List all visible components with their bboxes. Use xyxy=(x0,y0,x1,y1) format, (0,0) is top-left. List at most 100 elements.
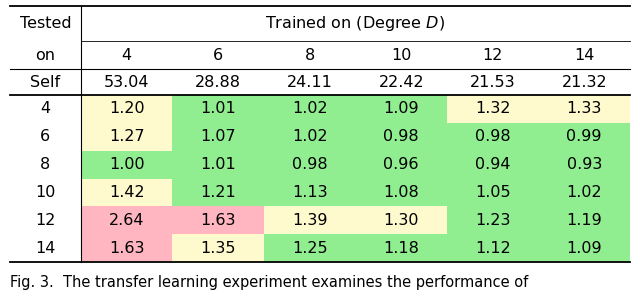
Text: 12: 12 xyxy=(483,48,503,63)
Bar xyxy=(355,69,447,95)
Text: 0.98: 0.98 xyxy=(475,129,511,144)
Bar xyxy=(172,41,264,69)
Bar xyxy=(172,178,264,206)
Text: 1.25: 1.25 xyxy=(292,241,328,256)
Bar xyxy=(172,234,264,262)
Bar xyxy=(538,41,630,69)
Text: 0.99: 0.99 xyxy=(566,129,602,144)
Bar xyxy=(538,178,630,206)
Bar xyxy=(81,123,172,151)
Bar xyxy=(447,41,538,69)
Text: 1.30: 1.30 xyxy=(383,213,419,228)
Bar xyxy=(81,6,172,41)
Bar xyxy=(538,123,630,151)
Bar xyxy=(81,206,172,234)
Bar xyxy=(172,206,264,234)
Bar xyxy=(81,178,172,206)
Text: 0.93: 0.93 xyxy=(566,157,602,172)
Bar xyxy=(447,6,538,41)
Bar xyxy=(10,95,81,123)
Text: 12: 12 xyxy=(35,213,56,228)
Bar xyxy=(264,41,355,69)
Text: on: on xyxy=(35,48,56,63)
Bar xyxy=(81,41,172,69)
Text: Self: Self xyxy=(30,75,61,90)
Bar xyxy=(264,206,355,234)
Text: 1.13: 1.13 xyxy=(292,185,328,200)
Text: 21.32: 21.32 xyxy=(561,75,607,90)
Text: 24.11: 24.11 xyxy=(287,75,333,90)
Bar xyxy=(538,95,630,123)
Bar xyxy=(81,151,172,178)
Text: 8: 8 xyxy=(40,157,51,172)
Bar xyxy=(355,123,447,151)
Text: 1.00: 1.00 xyxy=(109,157,145,172)
Text: 1.02: 1.02 xyxy=(292,102,328,116)
Text: Fig. 3.  The transfer learning experiment examines the performance of: Fig. 3. The transfer learning experiment… xyxy=(10,275,528,289)
Bar xyxy=(264,178,355,206)
Text: 1.09: 1.09 xyxy=(383,102,419,116)
Bar xyxy=(264,6,355,41)
Bar xyxy=(447,95,538,123)
Bar xyxy=(172,69,264,95)
Text: 6: 6 xyxy=(40,129,51,144)
Text: 1.05: 1.05 xyxy=(475,185,511,200)
Bar xyxy=(10,69,81,95)
Bar xyxy=(355,41,447,69)
Bar xyxy=(264,69,355,95)
Bar xyxy=(10,123,81,151)
Bar xyxy=(172,69,264,95)
Bar xyxy=(447,178,538,206)
Bar xyxy=(538,206,630,234)
Text: 0.96: 0.96 xyxy=(383,157,419,172)
Text: 21.53: 21.53 xyxy=(470,75,516,90)
Text: 1.39: 1.39 xyxy=(292,213,328,228)
Text: Tested: Tested xyxy=(20,16,71,31)
Text: 1.18: 1.18 xyxy=(383,241,419,256)
Text: 1.09: 1.09 xyxy=(566,241,602,256)
Text: 0.98: 0.98 xyxy=(383,129,419,144)
Text: 6: 6 xyxy=(213,48,223,63)
Text: 1.23: 1.23 xyxy=(475,213,511,228)
Bar xyxy=(355,6,447,41)
Text: 1.32: 1.32 xyxy=(475,102,511,116)
Text: 8: 8 xyxy=(305,48,315,63)
Text: 1.63: 1.63 xyxy=(200,213,236,228)
Text: 1.27: 1.27 xyxy=(109,129,145,144)
Text: 1.07: 1.07 xyxy=(200,129,236,144)
Bar xyxy=(538,151,630,178)
Text: 1.42: 1.42 xyxy=(109,185,145,200)
Text: 28.88: 28.88 xyxy=(195,75,241,90)
Bar xyxy=(447,69,538,95)
Bar xyxy=(81,69,172,95)
Bar xyxy=(355,178,447,206)
Bar xyxy=(264,69,355,95)
Bar xyxy=(538,6,630,41)
Bar xyxy=(538,234,630,262)
Bar xyxy=(10,69,81,95)
Bar xyxy=(81,234,172,262)
Text: 1.12: 1.12 xyxy=(475,241,511,256)
Bar xyxy=(447,151,538,178)
Text: 1.02: 1.02 xyxy=(566,185,602,200)
Bar xyxy=(355,206,447,234)
Bar xyxy=(447,206,538,234)
Bar xyxy=(172,95,264,123)
Bar xyxy=(355,95,447,123)
Bar xyxy=(355,234,447,262)
Bar xyxy=(447,69,538,95)
Text: 14: 14 xyxy=(35,241,56,256)
Bar xyxy=(10,6,81,41)
Bar xyxy=(10,206,81,234)
Text: 0.94: 0.94 xyxy=(475,157,511,172)
Bar xyxy=(355,151,447,178)
Bar xyxy=(355,69,447,95)
Text: Trained on (Degree $D$): Trained on (Degree $D$) xyxy=(266,14,445,33)
Bar xyxy=(10,234,81,262)
Bar xyxy=(81,95,172,123)
Text: 2.64: 2.64 xyxy=(109,213,145,228)
Bar xyxy=(264,123,355,151)
Bar xyxy=(172,151,264,178)
Text: 1.63: 1.63 xyxy=(109,241,145,256)
Bar xyxy=(447,123,538,151)
